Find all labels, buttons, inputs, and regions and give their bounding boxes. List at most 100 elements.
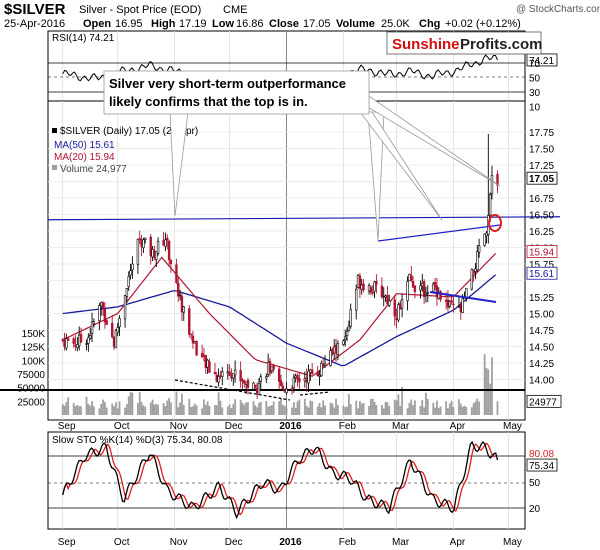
- stoch-tag: [526, 458, 558, 472]
- volume-bar: [283, 405, 286, 415]
- price-candle: [175, 264, 178, 283]
- price-tag: [526, 171, 558, 185]
- price-candle: [193, 341, 196, 344]
- volume-bar: [67, 397, 70, 415]
- price-candle: [483, 233, 486, 246]
- price-candle: [336, 343, 340, 355]
- volume-bar: [316, 406, 319, 415]
- date-label: Mar: [392, 421, 410, 432]
- volume-bar: [232, 404, 235, 415]
- volume-bar: [423, 407, 425, 415]
- volume-bar: [114, 402, 117, 415]
- volume-bar: [335, 398, 337, 415]
- price-candle: [204, 355, 207, 368]
- volume-bar: [214, 404, 216, 415]
- volume-bar: [336, 405, 339, 415]
- rsi-legend: RSI(14) 74.21: [52, 33, 115, 44]
- volume-bar: [463, 405, 466, 415]
- price-candle: [307, 370, 310, 384]
- volume-bar: [76, 404, 79, 415]
- volume-bar: [259, 401, 262, 415]
- annotation-callout: Silver very short-term outperformance li…: [103, 70, 501, 241]
- price-candle: [369, 287, 373, 293]
- volume-bar: [393, 399, 396, 415]
- volume-bar: [487, 369, 490, 415]
- volume-bar: [448, 403, 451, 415]
- price-candle: [111, 322, 114, 338]
- volume-bar: [485, 367, 488, 415]
- volume-trend-2: [299, 391, 331, 396]
- price-tick: 14.00: [529, 376, 554, 387]
- rsi-tick: 50: [529, 74, 541, 85]
- price-candle: [472, 270, 475, 274]
- volume-bar: [425, 392, 427, 415]
- price-candle: [79, 333, 83, 343]
- stoch-tick: 20: [529, 504, 541, 515]
- price-candle: [413, 285, 417, 292]
- volume-bar: [342, 405, 345, 415]
- volume-bar: [472, 403, 475, 415]
- price-candle: [61, 339, 64, 341]
- date-label: Oct: [114, 421, 130, 432]
- price-candle: [406, 281, 409, 302]
- sunshine-profits-logo: Sunshine Profits.com: [386, 31, 543, 55]
- volume-bar: [157, 404, 159, 415]
- volume-bar: [476, 398, 479, 415]
- close-label: Close: [269, 18, 299, 30]
- price-candle: [309, 369, 312, 373]
- price-candle: [310, 369, 314, 375]
- price-candle: [362, 283, 365, 291]
- volume-bar: [206, 401, 209, 415]
- volume-bar: [193, 403, 196, 415]
- price-candle: [217, 376, 220, 383]
- volume-bar: [320, 407, 323, 415]
- instrument-name: Silver - Spot Price (EOD): [79, 4, 201, 16]
- volume-bar: [230, 408, 233, 415]
- volume-bar: [318, 402, 321, 415]
- price-candle: [125, 288, 129, 297]
- price-candle: [426, 292, 429, 294]
- volume-bar: [362, 403, 365, 415]
- date-label: 2016: [279, 421, 302, 432]
- volume-bar: [465, 407, 468, 415]
- volume-bar: [155, 403, 158, 415]
- volume-bar: [309, 400, 312, 415]
- price-tick: 15.25: [529, 293, 554, 304]
- volume-bar: [432, 402, 435, 415]
- date-label: Nov: [170, 421, 188, 432]
- volume-tag: [526, 394, 562, 408]
- price-candle: [329, 350, 332, 366]
- price-candle: [131, 263, 134, 271]
- price-candle: [459, 305, 462, 312]
- volume-bar: [324, 405, 326, 415]
- exchange-label: CME: [223, 4, 247, 16]
- volume-bar: [278, 401, 281, 415]
- volume-bar: [245, 402, 248, 415]
- stoch-tick: 50: [529, 478, 541, 489]
- lower-trendline: [429, 291, 497, 303]
- price-candle: [334, 344, 338, 353]
- price-candle: [215, 374, 218, 382]
- volume-bar: [113, 406, 115, 415]
- volume-tick: 50000: [17, 384, 45, 395]
- price-candle: [233, 369, 237, 376]
- price-tag: [526, 245, 558, 258]
- price-candle: [129, 270, 132, 276]
- price-candle: [72, 338, 75, 344]
- volume-bar: [188, 398, 191, 415]
- volume-bar: [179, 402, 181, 415]
- volume-bar: [270, 405, 273, 415]
- volume-trend-1: [174, 379, 291, 401]
- volume-bar: [221, 407, 224, 415]
- volume-bar: [369, 398, 372, 415]
- price-candle: [213, 371, 217, 375]
- price-candle: [305, 377, 308, 383]
- price-candle: [114, 330, 118, 349]
- price-candle: [65, 338, 68, 349]
- close-value: 17.05: [303, 18, 331, 30]
- volume-bar: [162, 403, 165, 415]
- volume-bar: [258, 402, 260, 415]
- volume-bar: [382, 408, 385, 415]
- price-tag: [526, 266, 558, 280]
